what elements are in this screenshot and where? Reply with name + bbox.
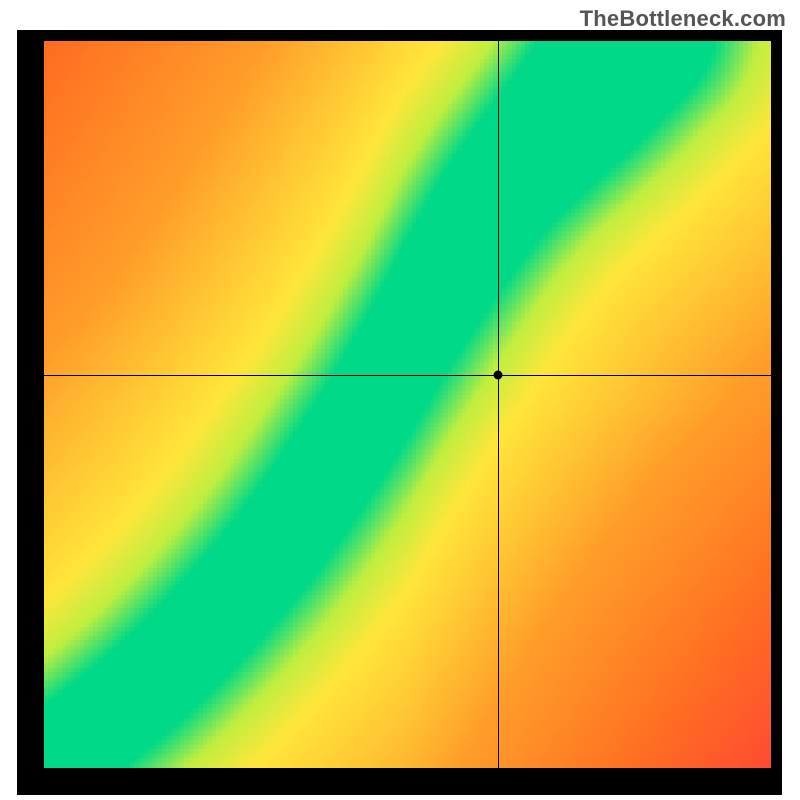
crosshair-vertical bbox=[498, 41, 499, 768]
heatmap-canvas bbox=[44, 41, 771, 768]
figure-container: TheBottleneck.com bbox=[0, 0, 800, 800]
chart-frame bbox=[17, 30, 782, 795]
attribution-watermark: TheBottleneck.com bbox=[580, 6, 786, 32]
marker-dot bbox=[494, 371, 503, 380]
crosshair-horizontal bbox=[44, 375, 771, 376]
